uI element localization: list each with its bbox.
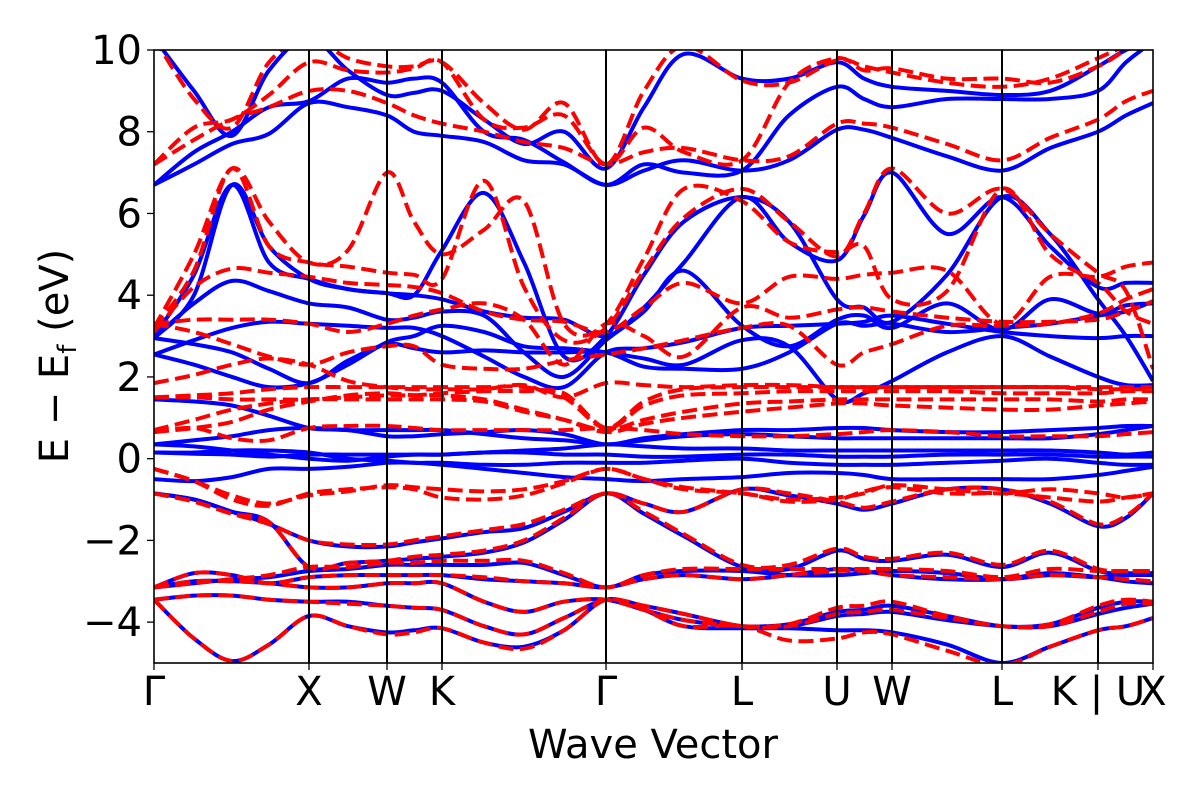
x-tick-label: Γ xyxy=(143,669,166,715)
x-tick-label: K xyxy=(429,669,457,715)
dashed-band-11 xyxy=(154,423,1153,443)
y-tick-label: 0 xyxy=(117,437,142,483)
x-tick-label: W xyxy=(872,669,912,715)
x-tick-label: L xyxy=(731,669,754,715)
x-axis-label: Wave Vector xyxy=(528,722,779,768)
y-axis-ticks: −4 −2 0 2 4 6 8 10 xyxy=(83,28,154,646)
series-bands-dashed xyxy=(154,50,1153,663)
solid-band-17 xyxy=(154,268,1153,379)
solid-band-21 xyxy=(154,50,1146,187)
dashed-band-6 xyxy=(154,485,1153,548)
dashed-band-16 xyxy=(154,287,1153,372)
solid-band-11 xyxy=(154,442,1153,463)
x-tick-label: L xyxy=(991,669,1014,715)
dashed-band-14 xyxy=(154,384,1153,430)
x-tick-label: X xyxy=(295,669,322,715)
x-tick-label: Γ xyxy=(595,669,618,715)
y-tick-label: −4 xyxy=(83,600,142,646)
dashed-band-19 xyxy=(154,166,1153,370)
dashed-band-21 xyxy=(154,87,1153,167)
y-axis-label-main: E − E xyxy=(32,354,78,464)
dashed-band-22 xyxy=(154,50,1131,167)
y-axis-label-unit: (eV) xyxy=(32,249,78,345)
dashed-band-7 xyxy=(154,491,1153,574)
x-tick-label: U xyxy=(822,669,851,715)
svg-text:E − Ef (eV): E − Ef (eV) xyxy=(32,249,83,464)
high-symmetry-lines xyxy=(308,50,1099,663)
y-tick-label: 4 xyxy=(117,273,142,319)
plot-frame xyxy=(153,49,1154,664)
y-tick-label: 10 xyxy=(91,28,142,74)
y-tick-label: 8 xyxy=(117,110,142,156)
dashed-band-18 xyxy=(154,260,1153,335)
solid-band-8 xyxy=(154,460,1153,484)
y-tick-label: 2 xyxy=(117,355,142,401)
dashed-band-9 xyxy=(154,466,1153,508)
y-axis-label: E − Ef (eV) xyxy=(32,249,83,464)
dashed-band-23 xyxy=(159,50,1122,167)
y-tick-label: −2 xyxy=(83,518,142,564)
x-tick-label: K | U xyxy=(1051,669,1145,715)
dashed-band-3 xyxy=(154,578,1153,630)
bands-layer xyxy=(154,50,1153,663)
y-axis-label-subscript: f xyxy=(53,344,83,354)
y-tick-label: 6 xyxy=(117,191,142,237)
solid-band-20 xyxy=(154,99,1153,187)
solid-band-10 xyxy=(154,450,1153,459)
x-tick-label: W xyxy=(367,669,407,715)
x-tick-label: X xyxy=(1139,669,1166,715)
